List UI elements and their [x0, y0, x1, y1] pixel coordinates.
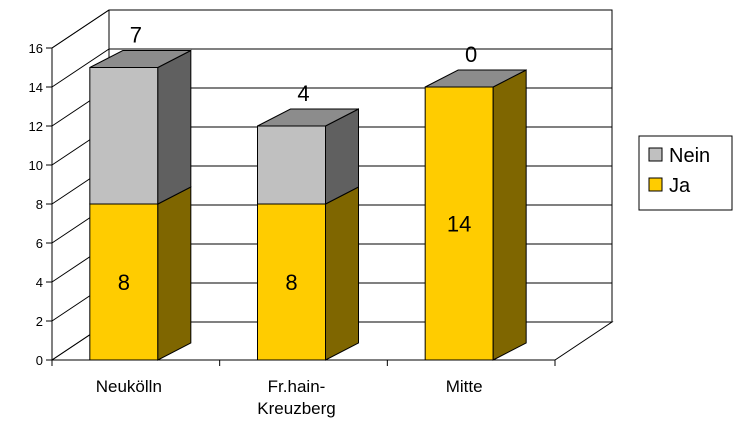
- bar-side-ja: [157, 186, 192, 361]
- bar-segment-ja: [89, 203, 159, 361]
- gridline: [51, 48, 612, 88]
- y-tick-label: 12: [29, 119, 43, 134]
- bar-side-ja: [325, 186, 359, 361]
- data-label-nein: 7: [130, 23, 142, 48]
- y-tick-label: 0: [36, 353, 43, 368]
- labels: 0 2 4 6 8 10 12 14 16 8 7 Neukölln 8 4 Fr.hain-Kreuzbe…: [29, 23, 483, 419]
- bar-top: [424, 69, 527, 88]
- y-tick-label: 8: [36, 197, 43, 212]
- y-tick-label: 16: [29, 41, 43, 56]
- data-label-nein: 0: [465, 42, 477, 67]
- data-label-ja: 14: [447, 212, 471, 237]
- legend: Nein Ja: [638, 135, 733, 211]
- category-label: Mitte: [446, 377, 483, 396]
- legend-swatch-nein: [648, 147, 663, 162]
- data-label-nein: 4: [297, 81, 309, 106]
- y-tick-label: 4: [36, 275, 43, 290]
- legend-label-ja: Ja: [669, 175, 691, 197]
- wall-edge: [51, 9, 110, 49]
- legend-swatch-ja: [648, 177, 663, 192]
- y-tick-label: 14: [29, 80, 43, 95]
- bar-segment-nein: [257, 125, 326, 205]
- bar-side-nein: [157, 49, 192, 205]
- bar-segment-ja: [257, 203, 326, 361]
- bar-top: [257, 108, 359, 127]
- bar-side-ja: [492, 69, 527, 361]
- category-label: Neukölln: [96, 377, 162, 396]
- data-label-ja: 8: [118, 270, 130, 295]
- bar-top: [89, 50, 192, 68]
- bar-segment-nein: [89, 67, 159, 205]
- bars: [89, 49, 527, 361]
- bar-segment-ja: [424, 86, 494, 361]
- legend-label-nein: Nein: [669, 145, 710, 167]
- axes: [46, 9, 556, 366]
- y-tick-label: 6: [36, 236, 43, 251]
- data-label-ja: 8: [285, 270, 297, 295]
- category-label: Fr.hain-Kreuzberg: [257, 377, 335, 418]
- y-tick-label: 2: [36, 314, 43, 329]
- y-tick-label: 10: [29, 158, 43, 173]
